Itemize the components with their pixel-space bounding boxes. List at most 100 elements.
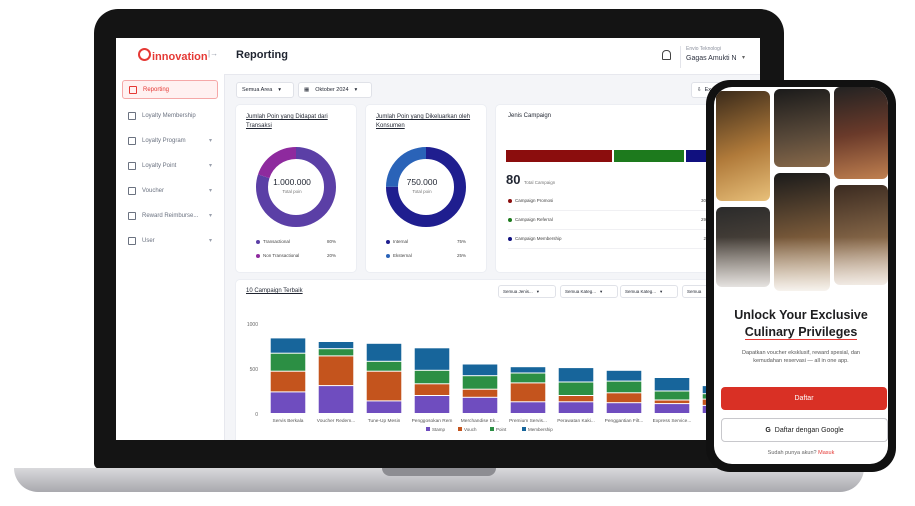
bar-segment[interactable]: [270, 371, 306, 392]
points-spent-card: Jumlah Poin yang Dikeluarkan oleh Konsum…: [366, 105, 486, 272]
sidebar-item[interactable]: Reward Reimburse... ▾: [122, 207, 218, 224]
bar-segment[interactable]: [366, 371, 402, 401]
bar-segment[interactable]: [558, 402, 594, 413]
x-tick-label: Express Service...: [653, 418, 692, 424]
nav-icon: [128, 111, 136, 120]
bar-segment[interactable]: [462, 364, 498, 376]
sidebar-item[interactable]: Loyalty Program ▾: [122, 132, 218, 149]
signin-prompt: Sudah punya akun? Masuk: [767, 450, 835, 456]
bar-segment[interactable]: [606, 403, 642, 413]
bar-segment[interactable]: [414, 384, 450, 395]
sidebar-item-label: Loyalty Membership: [142, 112, 196, 119]
bar-segment[interactable]: [654, 378, 690, 391]
bar-segment[interactable]: [366, 361, 402, 371]
sidebar-item[interactable]: Loyalty Point ▾: [122, 157, 218, 174]
bar-segment[interactable]: [558, 396, 594, 402]
campaign-bar-referral: [614, 150, 684, 162]
user-menu-chevron-icon[interactable]: ▾: [742, 55, 746, 61]
user-name[interactable]: Gagas Amukti N: [686, 55, 737, 62]
bar-segment[interactable]: [366, 343, 402, 361]
bar-segment[interactable]: [318, 349, 354, 356]
top-campaign-card: 10 Campaign Terbaik Semua Jenis... ▾ Semu…: [236, 280, 760, 440]
y-tick-label: 0: [255, 412, 258, 418]
area-filter[interactable]: Semua Area ▾: [236, 82, 294, 98]
sidebar-item[interactable]: Voucher ▾: [122, 182, 218, 199]
bar-segment[interactable]: [606, 370, 642, 381]
bar-segment[interactable]: [414, 396, 450, 413]
bar-segment[interactable]: [510, 383, 546, 402]
sidebar-item[interactable]: User ▾: [122, 232, 218, 249]
sidebar-item[interactable]: Loyalty Membership: [122, 107, 218, 124]
signin-link[interactable]: Masuk: [818, 450, 835, 456]
chevron-down-icon: ▾: [208, 138, 212, 144]
x-tick-label: Voucher Redem...: [317, 418, 355, 424]
chevron-down-icon: ▾: [278, 87, 282, 93]
chevron-down-icon: ▾: [600, 288, 603, 294]
chevron-down-icon: ▾: [660, 288, 663, 294]
x-tick-label: Penggosokan Rem: [412, 418, 453, 424]
date-filter[interactable]: ▦ Oktober 2024 ▾: [298, 82, 372, 98]
bar-segment[interactable]: [270, 338, 306, 353]
notification-bell-icon[interactable]: [662, 50, 671, 60]
chevron-down-icon: ▾: [208, 163, 212, 169]
bar-segment[interactable]: [366, 401, 402, 413]
campaign-row: Campaign Membership 2: [508, 236, 706, 249]
top-header: Reporting Envio Teknologi Gagas Amukti N…: [224, 38, 760, 75]
legend-swatch: [426, 427, 430, 431]
register-button[interactable]: Daftar: [721, 387, 887, 410]
x-tick-label: Tune-Up Mesin: [368, 418, 401, 424]
bar-segment[interactable]: [606, 393, 642, 403]
legend-swatch: [490, 427, 494, 431]
legend-label: Vouch: [464, 427, 477, 432]
x-tick-label: Penggantian Filt...: [605, 418, 644, 424]
bar-segment[interactable]: [462, 397, 498, 413]
sidebar-item[interactable]: Reporting: [122, 80, 218, 99]
bar-segment[interactable]: [414, 348, 450, 370]
bar-segment[interactable]: [318, 356, 354, 386]
nav-icon: [128, 186, 136, 195]
campaign-bar-promosi: [506, 150, 612, 162]
bar-segment[interactable]: [654, 400, 690, 404]
x-tick-label: Perawatan Kaki...: [557, 418, 595, 424]
subcategory-filter[interactable]: Semua Kateg... ▾: [620, 285, 678, 298]
bar-segment[interactable]: [510, 402, 546, 413]
bar-segment[interactable]: [558, 368, 594, 382]
phone-screen: Unlock Your Exclusive Culinary Privilege…: [714, 87, 888, 464]
chevron-down-icon: ▾: [354, 87, 358, 93]
bar-segment[interactable]: [654, 391, 690, 400]
campaign-type-card: Jenis Campaign 80 Total Campaign Campaig…: [496, 105, 726, 272]
donut-segment: [386, 147, 466, 227]
bar-segment[interactable]: [654, 404, 690, 413]
bar-segment[interactable]: [606, 381, 642, 393]
bar-segment[interactable]: [462, 376, 498, 389]
bar-segment[interactable]: [558, 382, 594, 396]
collapse-sidebar-icon[interactable]: |→: [208, 49, 219, 58]
donut-total-label: Total poin: [412, 189, 432, 194]
x-tick-label: Merchandise Ek...: [461, 418, 499, 424]
bar-segment[interactable]: [510, 367, 546, 373]
bar-segment[interactable]: [462, 389, 498, 397]
calendar-icon: ▦: [304, 87, 310, 93]
bar-segment[interactable]: [318, 386, 354, 413]
google-register-button[interactable]: G Daftar dengan Google: [721, 418, 888, 442]
bar-segment[interactable]: [318, 342, 354, 349]
x-tick-label: Servis Berkala: [273, 418, 304, 424]
food-photo: [834, 87, 888, 179]
bar-segment[interactable]: [270, 353, 306, 371]
bar-segment[interactable]: [414, 370, 450, 384]
legend-swatch: [256, 254, 260, 258]
laptop-notch: [382, 468, 496, 476]
sidebar-item-label: Reward Reimburse...: [142, 212, 199, 219]
nav-icon: [128, 136, 136, 145]
type-filter[interactable]: Semua Jenis... ▾: [498, 285, 556, 298]
chevron-down-icon: ▾: [208, 238, 212, 244]
donut-total-value: 750.000: [406, 177, 438, 187]
sidebar-item-label: User: [142, 237, 155, 244]
photo-fade: [714, 237, 888, 297]
bar-segment[interactable]: [510, 373, 546, 383]
sidebar-item-label: Loyalty Point: [142, 162, 177, 169]
category-filter[interactable]: Semua Kateg... ▾: [560, 285, 618, 298]
brand-logo[interactable]: innovation: [138, 48, 208, 63]
logo-mark-icon: [138, 48, 151, 61]
bar-segment[interactable]: [270, 392, 306, 413]
